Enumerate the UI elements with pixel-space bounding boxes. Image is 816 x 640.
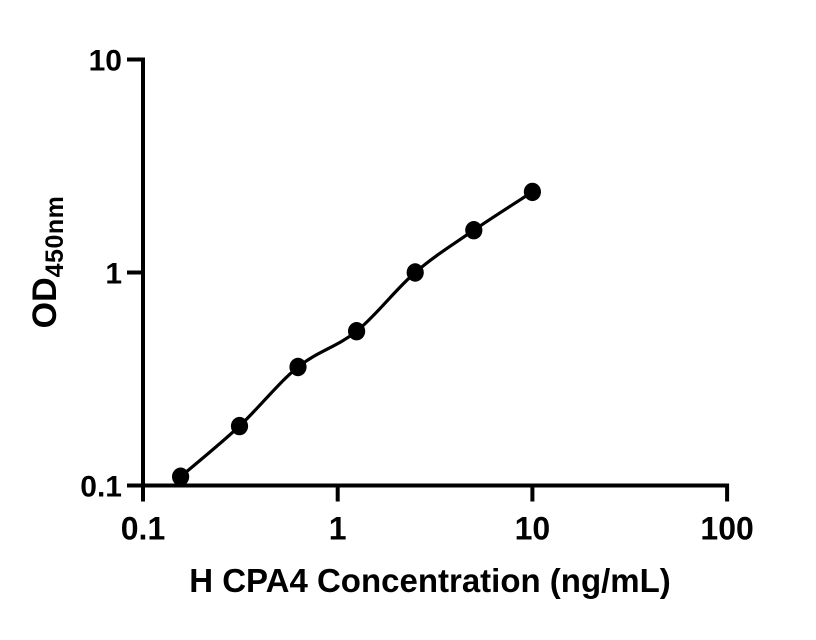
y-tick-label: 0.1: [80, 471, 122, 504]
data-point: [289, 357, 307, 377]
data-point: [172, 467, 190, 486]
x-tick-label: 1: [329, 511, 347, 547]
y-axis-title-main: OD: [26, 277, 64, 329]
y-axis-title-sub: 450nm: [41, 195, 69, 278]
data-point: [230, 416, 249, 436]
data-point: [406, 263, 424, 282]
data-point: [465, 221, 483, 240]
y-tick-label: 1: [105, 258, 122, 291]
data-point: [348, 322, 366, 341]
x-tick-label: 0.1: [121, 511, 165, 547]
y-axis-title: OD450nm: [26, 196, 70, 329]
y-tick-label: 10: [89, 45, 122, 78]
x-tick-label: 100: [700, 511, 753, 547]
x-axis-title: H CPA4 Concentration (ng/mL): [189, 562, 671, 599]
data-point: [523, 182, 542, 202]
x-tick-label: 10: [515, 511, 551, 547]
